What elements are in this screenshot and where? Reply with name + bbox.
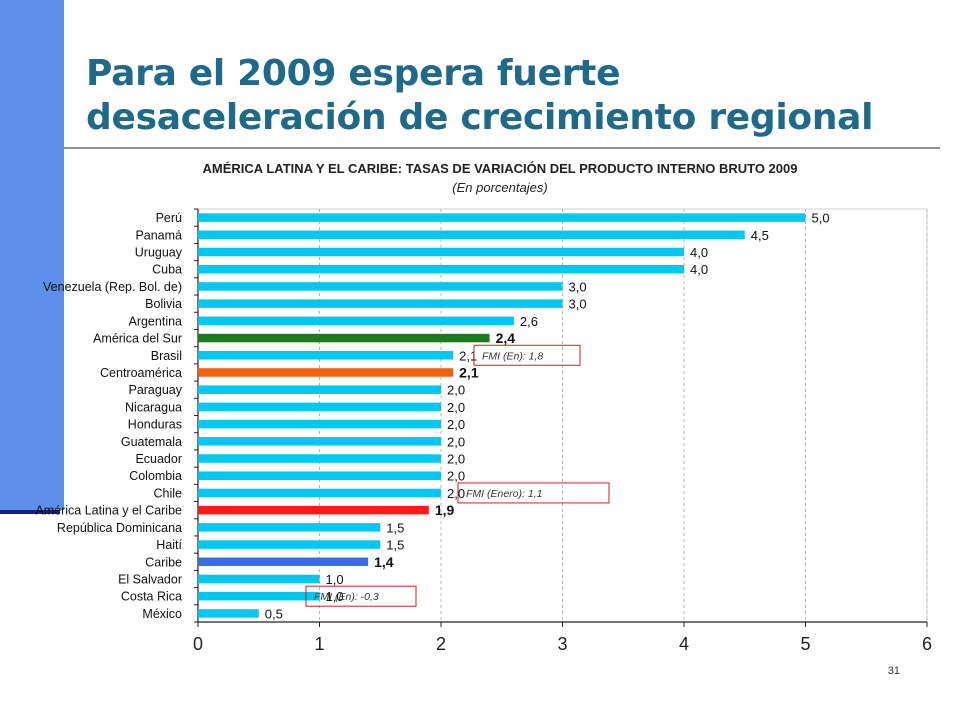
value-label: 2,1	[459, 348, 477, 363]
category-label: Ecuador	[135, 452, 182, 466]
x-tick-label: 1	[314, 634, 324, 654]
x-tick-label: 3	[557, 634, 567, 654]
category-label: América Latina y el Caribe	[35, 504, 182, 518]
value-label: 2,0	[447, 469, 465, 484]
category-label: Uruguay	[135, 246, 183, 260]
value-label: 5,0	[812, 211, 830, 226]
x-tick-label: 2	[436, 634, 446, 654]
category-label: Panamá	[135, 228, 182, 242]
annotation-label: FMI (En): -0,3	[314, 591, 379, 603]
slide-title-line1: Para el 2009 espera fuerte	[86, 53, 621, 94]
x-tick-label: 0	[193, 634, 203, 654]
category-label: Chile	[154, 486, 183, 500]
bar	[198, 591, 320, 601]
category-label: Nicaragua	[125, 400, 182, 414]
bar	[198, 368, 454, 377]
bar	[198, 230, 745, 240]
category-label: Honduras	[128, 418, 182, 432]
category-label: Brasil	[151, 349, 182, 363]
value-label: 3,0	[569, 297, 587, 312]
category-label: Perú	[156, 211, 182, 225]
bar	[198, 609, 259, 618]
category-label: Venezuela (Rep. Bol. de)	[43, 280, 182, 294]
category-label: México	[142, 607, 182, 621]
value-label: 4,0	[690, 245, 708, 260]
value-label: 1,0	[326, 572, 344, 587]
value-label: 1,5	[386, 520, 404, 535]
value-label: 2,0	[447, 434, 465, 449]
category-label: Centroamérica	[100, 366, 182, 380]
bar	[198, 454, 441, 463]
bar	[198, 471, 441, 480]
value-label: 1,0	[326, 589, 344, 604]
value-label: 4,0	[690, 262, 708, 277]
bar	[198, 574, 320, 584]
category-label: Colombia	[129, 469, 182, 483]
value-label: 3,0	[569, 279, 587, 294]
category-label: República Dominicana	[57, 521, 182, 535]
accent-side-tick	[0, 510, 60, 514]
value-label: 2,0	[447, 417, 465, 432]
bar	[198, 419, 441, 429]
slide-title-line2: desaceleración de crecimiento regional	[86, 97, 874, 138]
bar	[198, 505, 429, 515]
page-number: 31	[887, 665, 900, 677]
bar	[198, 351, 454, 360]
bar	[198, 523, 381, 532]
x-tick-label: 4	[679, 634, 689, 654]
category-label: Argentina	[128, 314, 182, 328]
x-tick-label: 5	[800, 634, 810, 654]
category-label: América del Sur	[93, 332, 182, 346]
chart-subtitle: (En porcentajes)	[452, 180, 548, 195]
category-label: Haití	[156, 538, 182, 552]
value-label: 1,9	[435, 502, 455, 518]
category-label: Guatemala	[121, 435, 182, 449]
slide-title: Para el 2009 espera fuerte desaceleració…	[86, 52, 874, 140]
title-divider	[64, 147, 940, 149]
value-label: 2,0	[447, 486, 465, 501]
bar	[198, 557, 369, 567]
category-label: Cuba	[152, 263, 182, 277]
annotation-label: FMI (En): 1,8	[482, 350, 543, 362]
bar	[198, 282, 563, 291]
category-label: Costa Rica	[121, 590, 182, 604]
bar	[198, 247, 684, 257]
bar	[198, 488, 441, 498]
bar	[198, 333, 490, 343]
bar	[198, 316, 514, 326]
value-label: 2,6	[520, 314, 538, 329]
category-label: Bolivia	[145, 297, 182, 311]
value-label: 2,0	[447, 400, 465, 415]
value-label: 4,5	[751, 228, 769, 243]
chart-title: AMÉRICA LATINA Y EL CARIBE: TASAS DE VAR…	[202, 161, 798, 176]
value-label: 1,5	[386, 538, 404, 553]
value-label: 0,5	[265, 606, 283, 621]
bar	[198, 213, 806, 222]
x-tick-label: 6	[922, 634, 932, 654]
value-label: 2,0	[447, 383, 465, 398]
annotation-box	[305, 585, 417, 607]
bar	[198, 299, 563, 308]
value-label: 1,4	[374, 554, 394, 570]
annotation-box	[473, 344, 581, 366]
value-label: 2,1	[459, 364, 479, 380]
bar	[198, 437, 441, 446]
value-label: 2,0	[447, 452, 465, 467]
value-label: 2,4	[496, 330, 516, 346]
category-label: Paraguay	[128, 383, 182, 397]
annotation-label: FMI (Enero): 1,1	[466, 488, 542, 500]
category-label: El Salvador	[118, 572, 182, 586]
category-label: Caribe	[145, 555, 182, 569]
bar	[198, 385, 441, 394]
annotation-box	[457, 482, 610, 504]
bar	[198, 540, 381, 549]
bar	[198, 402, 441, 412]
accent-side-bar	[0, 0, 64, 510]
bar	[198, 264, 684, 274]
